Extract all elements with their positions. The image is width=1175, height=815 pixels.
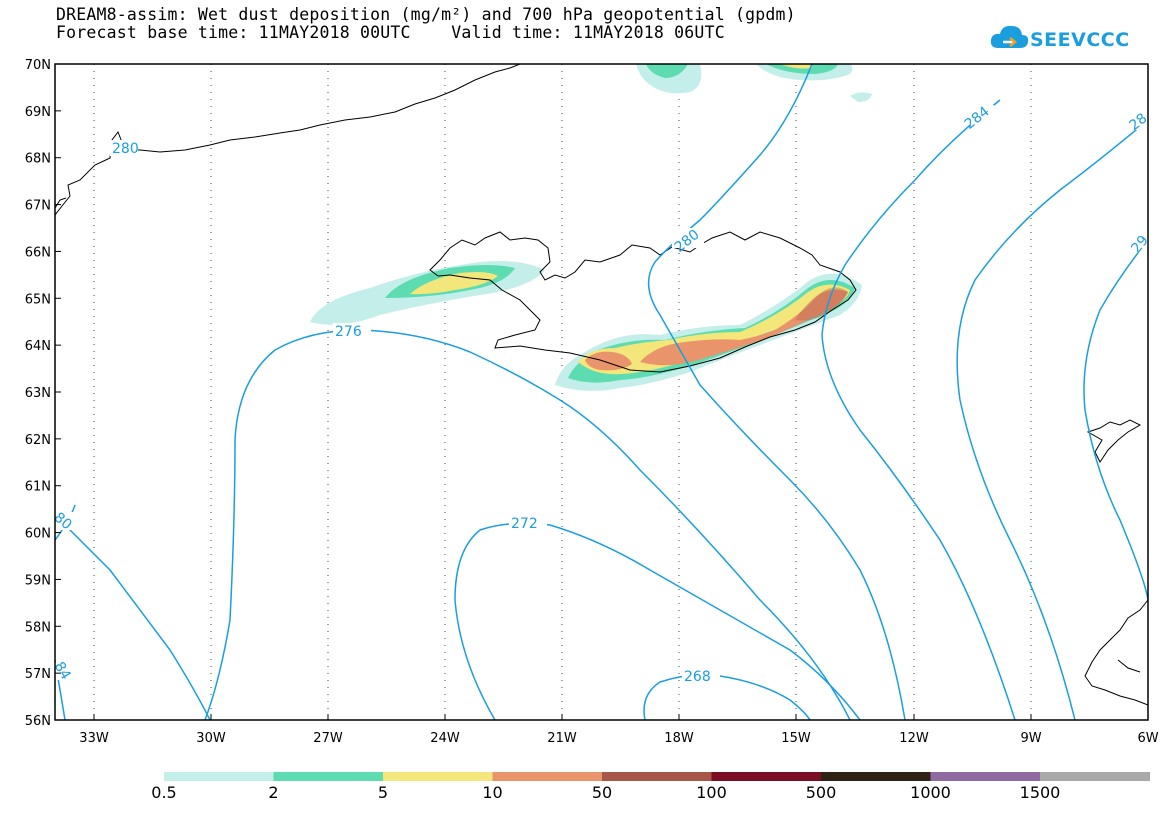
contour-label-280-greenland: 280 bbox=[112, 141, 139, 157]
lon-label-24W: 24W bbox=[430, 731, 460, 746]
title-line-2: Forecast base time: 11MAY2018 00UTC Vali… bbox=[56, 23, 725, 42]
legend-label: 50 bbox=[591, 783, 613, 802]
legend-swatch bbox=[1040, 772, 1150, 781]
latitude-axis: 70N 69N 68N 67N 66N 65N 64N 63N 62N 61N 60N 59N 58N 5… bbox=[25, 58, 61, 729]
legend-swatch bbox=[602, 772, 712, 781]
lon-label-18W: 18W bbox=[664, 731, 694, 746]
lat-label-69N: 69N bbox=[25, 105, 51, 120]
lat-label-67N: 67N bbox=[25, 199, 51, 214]
legend-label: 100 bbox=[696, 783, 727, 802]
lon-label-21W: 21W bbox=[547, 731, 577, 746]
lat-label-60N: 60N bbox=[25, 527, 51, 542]
lon-label-6W: 6W bbox=[1137, 731, 1158, 746]
legend-swatch bbox=[711, 772, 822, 781]
lon-label-9W: 9W bbox=[1020, 731, 1041, 746]
lat-label-57N: 57N bbox=[25, 667, 51, 682]
legend-label: 10 bbox=[482, 783, 503, 802]
contour-label-272: 272 bbox=[511, 516, 538, 532]
seevccc-logo: SEEVCCC bbox=[990, 20, 1129, 56]
lat-label-63N: 63N bbox=[25, 386, 51, 401]
cloud-icon bbox=[990, 25, 1029, 48]
longitude-axis: 33W 30W 27W 24W 21W 18W 15W 12W 9W 6W bbox=[79, 714, 1159, 746]
contour-label-28-right: 28 bbox=[1126, 110, 1150, 134]
logo-text: SEEVCCC bbox=[1030, 29, 1130, 51]
legend-swatch bbox=[273, 772, 384, 781]
legend-label: 500 bbox=[805, 783, 837, 802]
dust-deposition-shading bbox=[310, 64, 872, 391]
lat-label-65N: 65N bbox=[25, 292, 51, 307]
lat-label-70N: 70N bbox=[25, 58, 51, 73]
legend-label: 1500 bbox=[1019, 783, 1061, 802]
legend-swatch bbox=[930, 772, 1041, 781]
lat-label-56N: 56N bbox=[25, 714, 51, 729]
lat-label-64N: 64N bbox=[25, 339, 51, 354]
coastlines bbox=[55, 64, 1148, 706]
lat-label-59N: 59N bbox=[25, 573, 51, 588]
lon-label-33W: 33W bbox=[79, 731, 109, 746]
legend-label: 2 bbox=[268, 783, 279, 802]
lat-label-66N: 66N bbox=[25, 245, 51, 260]
legend-label: 0.5 bbox=[151, 783, 177, 802]
lat-label-58N: 58N bbox=[25, 620, 51, 635]
lon-label-27W: 27W bbox=[313, 731, 343, 746]
legend-swatch bbox=[492, 772, 603, 781]
contour-label-268: 268 bbox=[684, 669, 711, 685]
legend-label: 1000 bbox=[910, 783, 951, 802]
legend-swatch bbox=[164, 772, 274, 781]
legend-swatch bbox=[821, 772, 931, 781]
plot-area: 280 280 284 28 29 276 80 84 272 268 bbox=[51, 64, 1150, 720]
lon-label-30W: 30W bbox=[196, 731, 226, 746]
legend-colorbar bbox=[164, 772, 1150, 781]
geopotential-contours bbox=[55, 64, 1148, 720]
contour-labels: 280 280 284 28 29 276 80 84 272 268 bbox=[51, 104, 1150, 685]
lat-label-68N: 68N bbox=[25, 152, 51, 167]
lon-label-12W: 12W bbox=[899, 731, 929, 746]
legend-swatch bbox=[383, 772, 493, 781]
legend-label: 5 bbox=[377, 783, 389, 802]
contour-label-276: 276 bbox=[335, 324, 362, 340]
title-line-1: DREAM8-assim: Wet dust deposition (mg/m²… bbox=[56, 5, 796, 24]
plot-frame bbox=[54, 63, 1149, 721]
lat-label-61N: 61N bbox=[25, 480, 51, 495]
lon-label-15W: 15W bbox=[781, 731, 811, 746]
gridlines bbox=[93, 64, 1032, 720]
lat-label-62N: 62N bbox=[25, 433, 51, 448]
contour-label-84-left: 84 bbox=[51, 659, 74, 683]
